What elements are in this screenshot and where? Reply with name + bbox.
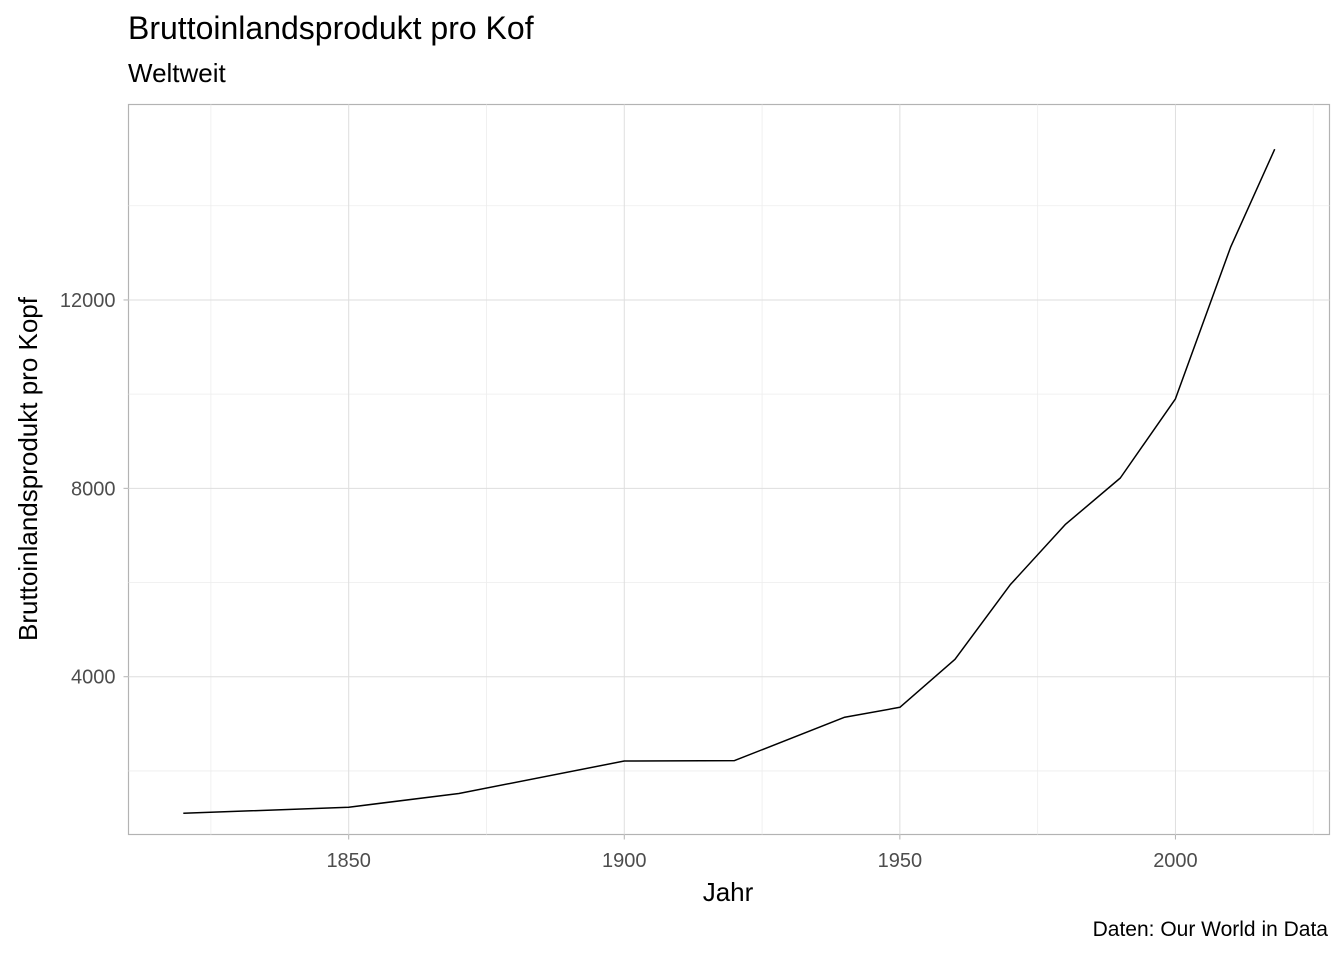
x-tick-label: 2000	[1153, 850, 1198, 872]
x-tick-label: 1950	[878, 850, 923, 872]
x-tick-label: 1900	[602, 850, 647, 872]
chart-title: Bruttoinlandsprodukt pro Kof	[128, 10, 534, 46]
grid-lines	[128, 104, 1330, 835]
x-axis: 1850 1900 1950 2000	[326, 834, 1198, 872]
data-source-caption: Daten: Our World in Data	[1092, 918, 1328, 941]
plot-panel	[127, 103, 1331, 836]
y-axis-title: Bruttoinlandsprodukt pro Kopf	[13, 296, 43, 641]
y-tick-label: 4000	[71, 667, 116, 689]
y-axis: 4000 8000 12000	[60, 290, 129, 689]
chart-subtitle: Weltweit	[128, 58, 226, 88]
x-axis-title: Jahr	[703, 877, 754, 907]
y-tick-label: 12000	[60, 290, 116, 312]
y-tick-label: 8000	[71, 478, 116, 500]
series-layer	[183, 148, 1276, 815]
series-line	[183, 148, 1276, 815]
x-tick-label: 1850	[326, 850, 371, 872]
